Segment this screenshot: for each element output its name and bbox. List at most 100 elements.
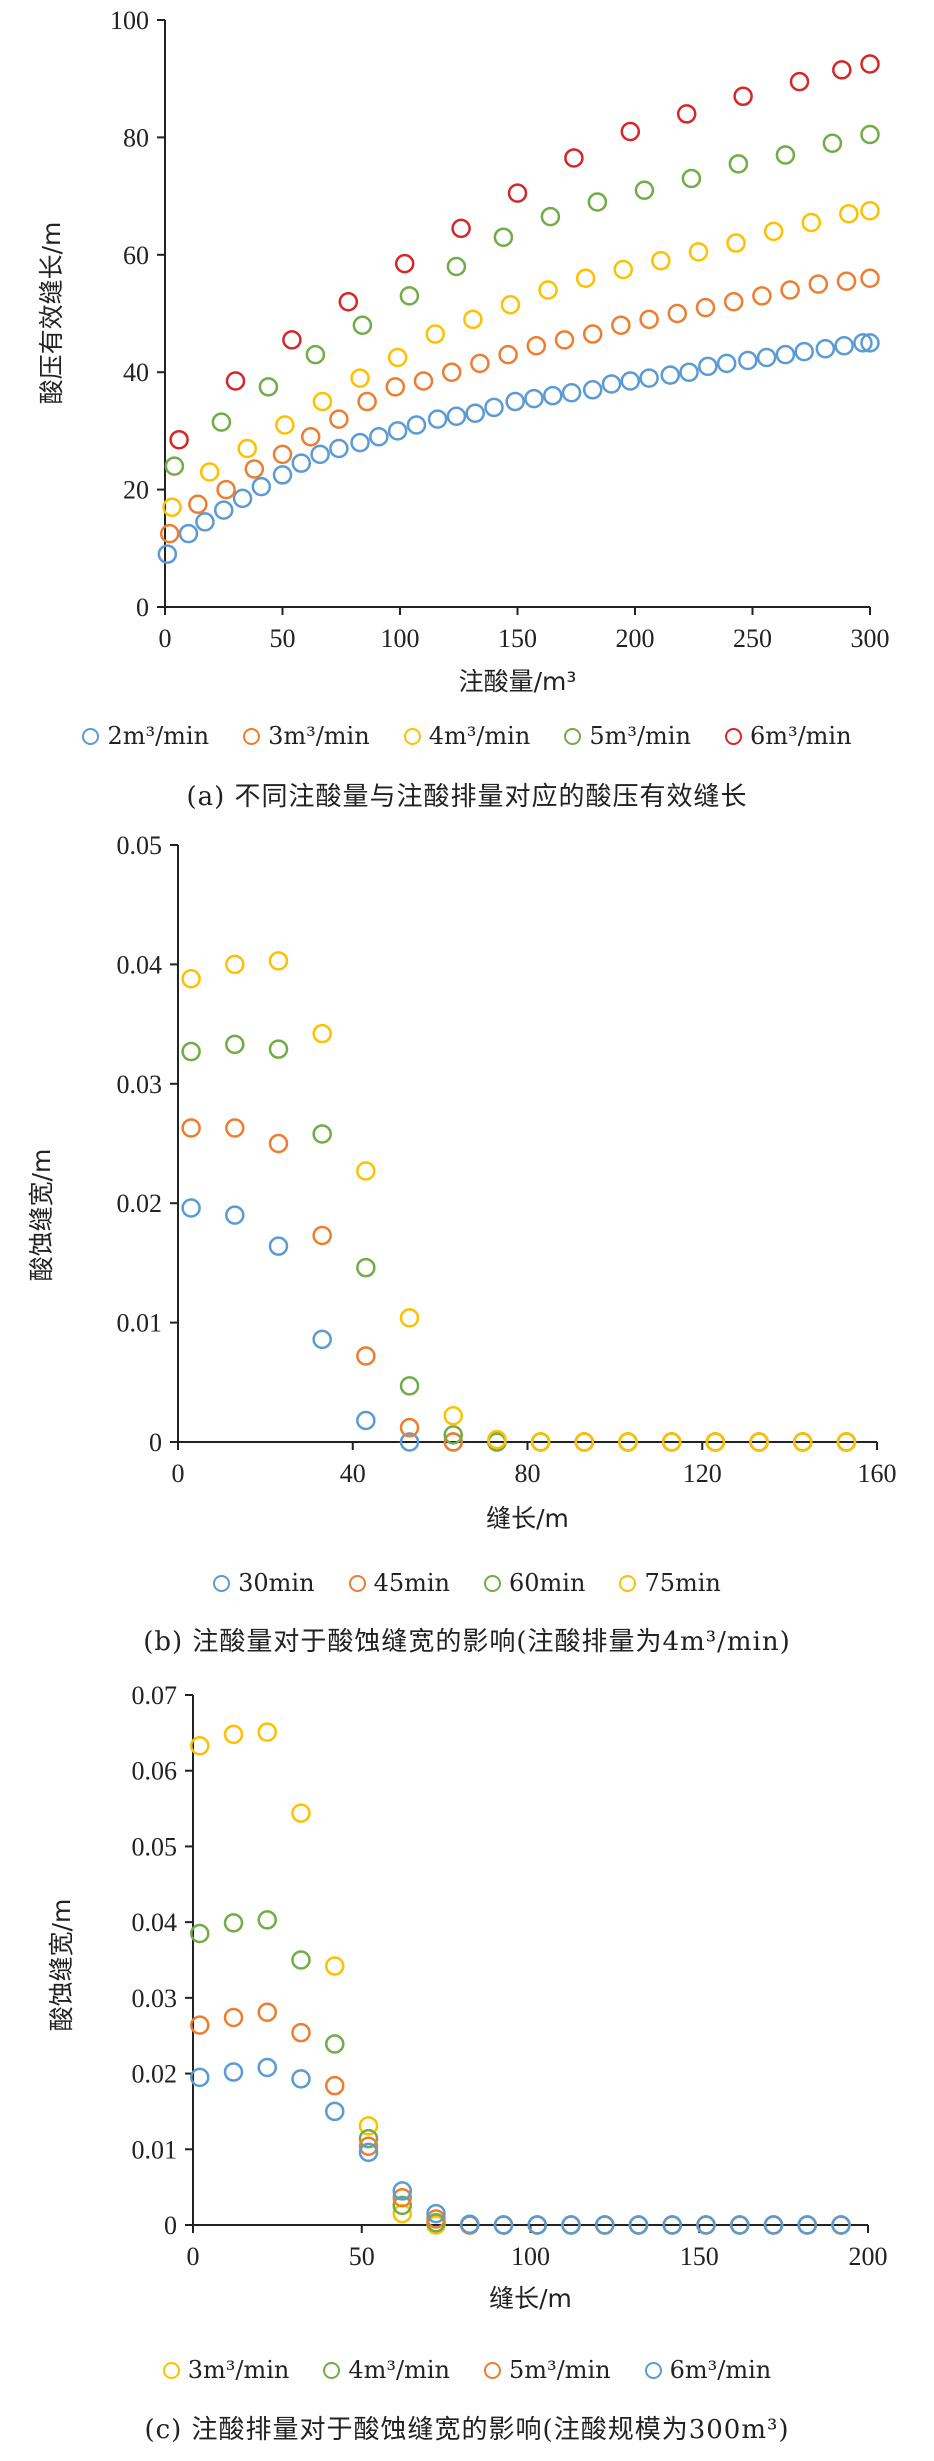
data-point (752, 286, 772, 306)
data-point (325, 2034, 345, 2054)
y-tick-label: 0.02 (132, 2060, 178, 2089)
data-point (291, 2022, 311, 2043)
data-point (257, 2057, 277, 2078)
y-tick-label: 0.02 (117, 1189, 163, 1218)
y-tick-label: 0.04 (117, 950, 163, 979)
data-point (387, 421, 408, 441)
data-point (356, 1346, 376, 1366)
chart-panel-b: 0 0.01 0.02 0.03 0.04 0.05 0 40 80 120 160 缝长/m 酸蚀缝宽… (0, 825, 934, 1675)
data-point (839, 203, 859, 224)
data-point (352, 315, 373, 335)
data-point (543, 385, 563, 406)
x-tick-label: 80 (515, 1459, 541, 1488)
data-point (808, 274, 829, 294)
x-tick-label: 120 (683, 1459, 722, 1488)
chart-c-legend: 3m³/min 4m³/min 5m³/min 6m³/min (0, 2356, 934, 2384)
chart-c-plot: 0 0.01 0.02 0.03 0.04 0.05 0.06 0.07 0 50 100 150 20… (47, 1681, 888, 2313)
legend-item: 4m³/min (403, 722, 530, 750)
data-point (601, 374, 622, 394)
data-point (441, 362, 462, 382)
data-point (676, 104, 697, 124)
data-point (291, 1950, 311, 1970)
x-tick-label: 100 (381, 624, 420, 653)
legend-item: 45min (348, 1569, 450, 1597)
data-point (282, 330, 302, 350)
x-tick-label: 250 (733, 624, 772, 653)
legend-label: 5m³/min (589, 722, 691, 750)
data-point (661, 1432, 682, 1452)
data-point (394, 253, 415, 274)
data-point (358, 2142, 379, 2163)
data-point (836, 1432, 857, 1452)
data-point (620, 371, 641, 391)
data-point (225, 954, 245, 975)
data-point (251, 476, 272, 497)
x-tick-label: 0 (159, 624, 172, 653)
data-point (225, 1034, 245, 1055)
data-point (540, 206, 561, 227)
legend-marker-icon (162, 2361, 180, 2379)
data-point (211, 412, 232, 432)
data-point (195, 512, 215, 532)
data-point (505, 391, 525, 412)
legend-label: 2m³/min (107, 722, 210, 750)
legend-label: 4m³/min (348, 2356, 450, 2384)
data-point (698, 356, 718, 377)
data-point (611, 315, 631, 335)
data-point (387, 347, 408, 368)
x-tick-label: 150 (498, 624, 537, 653)
chart-b-plot: 0 0.01 0.02 0.03 0.04 0.05 0 40 80 120 160 缝长/m 酸蚀缝宽… (27, 831, 897, 1533)
data-point (860, 268, 880, 289)
data-point (620, 121, 641, 142)
data-point (358, 2116, 379, 2136)
y-tick-label: 60 (123, 241, 149, 270)
data-point (451, 218, 471, 239)
data-point (188, 494, 208, 515)
data-point (688, 242, 709, 262)
y-tick-label: 0.05 (132, 1832, 178, 1861)
data-point (225, 1118, 245, 1138)
y-tick-label: 0.03 (132, 1984, 178, 2013)
data-point (406, 415, 427, 435)
data-point (399, 286, 420, 306)
y-tick-label: 100 (110, 6, 149, 35)
y-tick-label: 0 (164, 2211, 177, 2240)
data-point (356, 1410, 376, 1431)
legend-label: 3m³/min (187, 2356, 290, 2384)
legend-item: 6m³/min (644, 2356, 771, 2384)
data-point (763, 221, 784, 242)
data-point (443, 1405, 463, 1426)
y-tick-label: 0.01 (132, 2135, 178, 2164)
data-point (463, 309, 483, 330)
data-point (695, 297, 716, 318)
data-point (258, 377, 279, 397)
data-point (443, 1425, 463, 1445)
data-point (214, 500, 234, 520)
data-point (792, 1432, 813, 1452)
data-point (775, 145, 796, 165)
data-point (639, 309, 659, 330)
y-tick-label: 40 (123, 358, 149, 387)
legend-item: 3m³/min (162, 2356, 290, 2384)
data-point (733, 86, 753, 107)
data-point (358, 2136, 379, 2157)
y-axis-title: 酸蚀缝宽/m (27, 1149, 56, 1282)
chart-c-caption: (c) 注酸排量对于酸蚀缝宽的影响(注酸规模为300m³) (144, 2415, 790, 2445)
legend-marker-icon (484, 2361, 501, 2379)
data-point (312, 1329, 332, 1350)
data-point (574, 1432, 595, 1452)
data-point (460, 2214, 480, 2234)
data-point (178, 523, 199, 544)
data-point (225, 1205, 245, 1225)
data-point (582, 324, 603, 344)
legend-marker-icon (348, 1574, 366, 1592)
data-point (291, 2069, 311, 2089)
data-point (696, 2215, 716, 2235)
data-point (538, 280, 558, 300)
x-tick-label: 40 (340, 1459, 366, 1488)
chart-b-caption: (b) 注酸量对于酸蚀缝宽的影响(注酸排量为4m³/min) (143, 1627, 791, 1657)
data-point (244, 459, 265, 479)
data-point (399, 1308, 420, 1328)
data-point (749, 1432, 769, 1452)
y-tick-label: 80 (123, 123, 149, 152)
